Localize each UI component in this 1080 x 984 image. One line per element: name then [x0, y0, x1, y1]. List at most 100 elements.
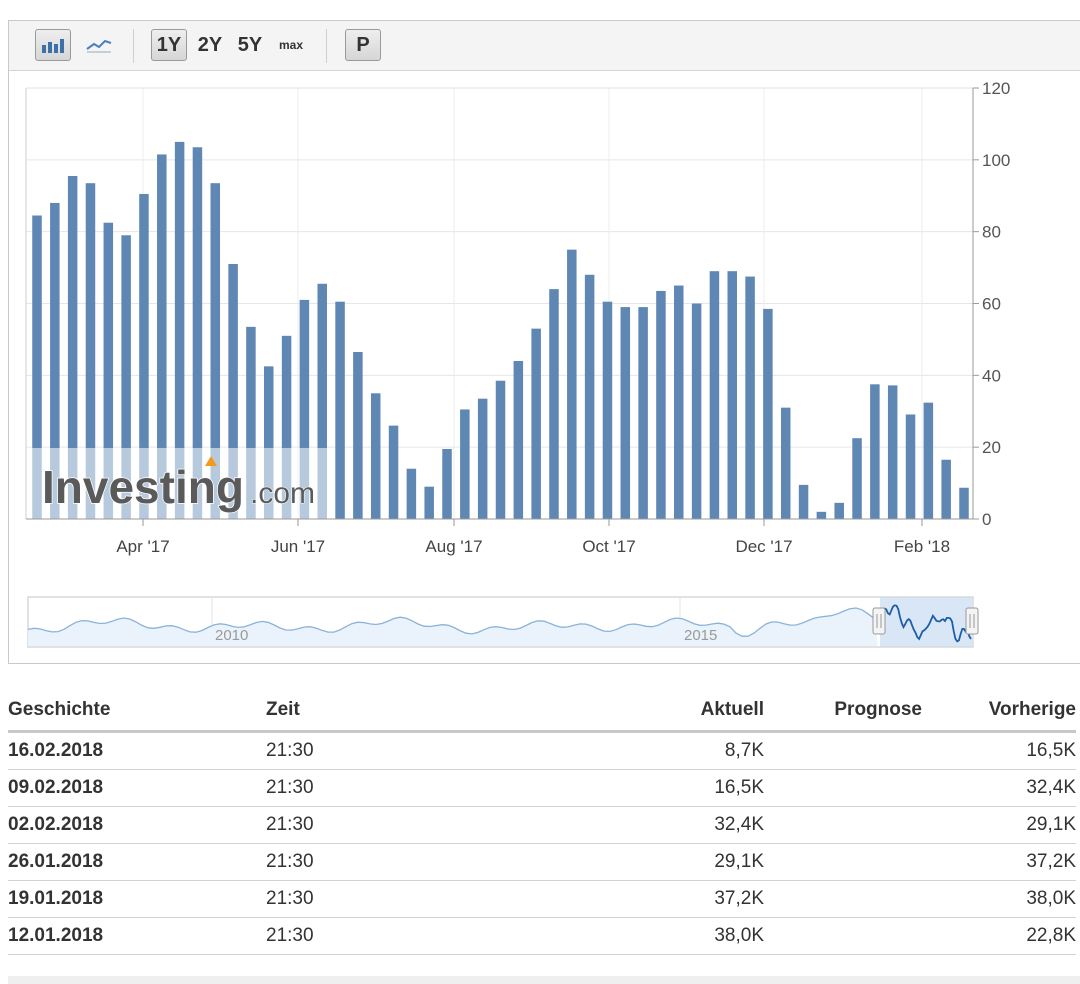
bar[interactable]: [139, 193, 149, 519]
row-actual: 29,1K: [446, 843, 764, 881]
bar[interactable]: [798, 484, 809, 519]
row-date: 16.02.2018: [8, 731, 266, 770]
watermark-accent-icon: [205, 456, 217, 466]
p-button[interactable]: P: [345, 29, 381, 61]
bar[interactable]: [513, 360, 524, 519]
bar[interactable]: [602, 301, 613, 519]
header-history[interactable]: Geschichte: [8, 690, 266, 733]
bar[interactable]: [174, 141, 185, 520]
bar[interactable]: [299, 299, 310, 519]
bar[interactable]: [941, 459, 951, 519]
range-1y-button[interactable]: 1Y: [151, 29, 187, 61]
bottom-strip: [8, 976, 1080, 984]
range-max-button[interactable]: max: [278, 38, 304, 52]
row-time: 21:30: [266, 731, 446, 770]
header-time[interactable]: Zeit: [266, 690, 446, 733]
bar[interactable]: [923, 402, 934, 519]
bar[interactable]: [709, 271, 720, 519]
bar[interactable]: [67, 176, 78, 519]
bar[interactable]: [870, 384, 880, 519]
row-previous: 32,4K: [922, 769, 1076, 807]
bar[interactable]: [584, 274, 595, 519]
bar[interactable]: [959, 487, 969, 519]
bar[interactable]: [834, 502, 844, 519]
bar[interactable]: [32, 215, 42, 520]
navigator-right-handle[interactable]: [965, 607, 979, 635]
bar[interactable]: [406, 468, 417, 519]
navigator-left-handle[interactable]: [872, 607, 886, 635]
bar[interactable]: [674, 285, 684, 519]
row-time: 21:30: [266, 880, 446, 918]
bar[interactable]: [727, 271, 738, 519]
bar[interactable]: [816, 511, 827, 519]
toolbar-separator: [133, 29, 134, 63]
row-actual: 16,5K: [446, 769, 764, 807]
bar[interactable]: [656, 290, 666, 519]
bar-chart-icon: [42, 39, 64, 53]
bar[interactable]: [353, 351, 363, 519]
bar[interactable]: [264, 366, 274, 519]
bar[interactable]: [103, 222, 114, 519]
bar[interactable]: [228, 263, 238, 519]
row-date: 12.01.2018: [8, 917, 266, 955]
bar[interactable]: [477, 398, 488, 519]
y-tick-label: 40: [982, 366, 1001, 385]
y-tick-label: 120: [982, 79, 1010, 98]
bar[interactable]: [121, 235, 131, 519]
investing-watermark: Investing .com: [30, 448, 328, 519]
y-tick-label: 100: [982, 151, 1010, 170]
bar[interactable]: [335, 301, 345, 519]
y-tick-label: 20: [982, 438, 1001, 457]
row-previous: 29,1K: [922, 806, 1076, 844]
bar[interactable]: [745, 276, 755, 519]
bar[interactable]: [317, 283, 327, 519]
header-forecast[interactable]: Prognose: [764, 690, 922, 733]
x-tick-label: Dec '17: [735, 537, 792, 556]
line-chart-icon: [86, 39, 112, 53]
line-chart-button[interactable]: [81, 29, 117, 61]
bar[interactable]: [852, 438, 862, 519]
chart-toolbar: 1Y 2Y 5Y max P: [9, 21, 1080, 71]
row-time: 21:30: [266, 917, 446, 955]
watermark-brand: Investing: [42, 461, 244, 513]
navigator-year-label: 2010: [215, 627, 248, 644]
navigator[interactable]: 2010 2015: [27, 596, 979, 648]
bar[interactable]: [495, 380, 506, 519]
bar[interactable]: [50, 202, 60, 519]
bar[interactable]: [567, 249, 577, 520]
row-date: 02.02.2018: [8, 806, 266, 844]
bar[interactable]: [905, 414, 916, 519]
table-row: 12.01.2018 21:30 38,0K 22,8K: [8, 917, 1076, 955]
navigator-selection[interactable]: [880, 597, 972, 647]
row-actual: 37,2K: [446, 880, 764, 918]
bar[interactable]: [887, 385, 898, 519]
bar[interactable]: [691, 303, 702, 520]
header-actual[interactable]: Aktuell: [446, 690, 764, 733]
bar[interactable]: [780, 407, 791, 519]
table-row: 09.02.2018 21:30 16,5K 32,4K: [8, 769, 1076, 807]
x-tick-label: Oct '17: [582, 537, 635, 556]
range-5y-button[interactable]: 5Y: [237, 33, 263, 56]
bar[interactable]: [531, 328, 541, 519]
header-previous[interactable]: Vorherige: [922, 690, 1076, 733]
bar[interactable]: [620, 307, 631, 519]
bar[interactable]: [763, 308, 773, 519]
bar[interactable]: [424, 486, 434, 519]
bar[interactable]: [442, 448, 452, 519]
y-tick-label: 80: [982, 223, 1001, 242]
bar[interactable]: [210, 183, 221, 519]
bar[interactable]: [281, 335, 292, 519]
row-previous: 16,5K: [922, 731, 1076, 770]
bar[interactable]: [246, 326, 256, 519]
bar[interactable]: [370, 393, 381, 519]
bar[interactable]: [460, 409, 470, 519]
bar[interactable]: [388, 425, 399, 519]
bar[interactable]: [549, 289, 559, 519]
bar[interactable]: [157, 154, 167, 519]
bar[interactable]: [638, 307, 648, 519]
chart-panel: 1Y 2Y 5Y max P: [8, 20, 1080, 664]
bar[interactable]: [85, 183, 96, 519]
bar-chart-button[interactable]: [35, 29, 71, 61]
bar[interactable]: [192, 147, 203, 519]
range-2y-button[interactable]: 2Y: [197, 33, 223, 56]
